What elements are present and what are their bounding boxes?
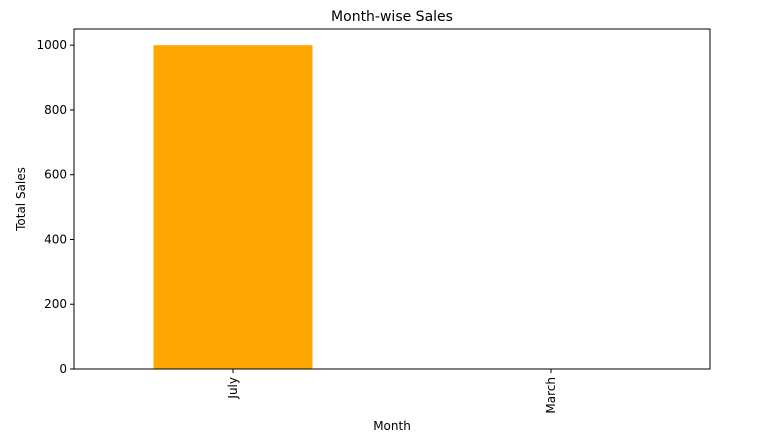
y-tick-label: 400: [44, 232, 67, 246]
y-axis: 0 200 400 600 800 1000: [36, 38, 74, 376]
y-tick-label: 200: [44, 297, 67, 311]
bar-july: [153, 45, 313, 369]
x-tick-label-march: March: [544, 377, 558, 414]
y-tick-label: 0: [59, 362, 67, 376]
chart-title: Month-wise Sales: [331, 9, 453, 25]
y-axis-label: Total Sales: [14, 167, 28, 232]
plot-frame: [73, 28, 711, 370]
x-axis-label: Month: [373, 419, 411, 433]
y-tick-label: 1000: [36, 38, 67, 52]
bars-layer: [153, 45, 313, 369]
x-tick-label-july: July: [226, 377, 240, 400]
y-tick-label: 600: [44, 168, 67, 182]
y-tick-label: 800: [44, 103, 67, 117]
x-axis: July March: [226, 369, 558, 414]
